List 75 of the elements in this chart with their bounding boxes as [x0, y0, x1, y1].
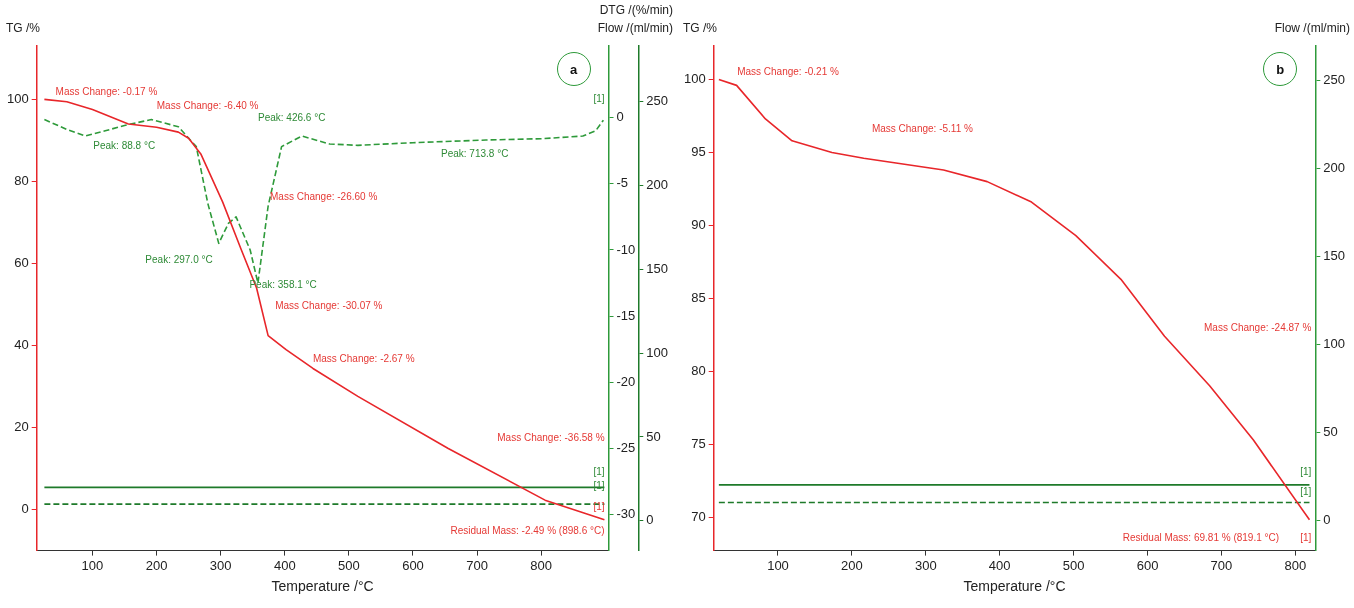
y3-tick-label: 100 — [646, 344, 669, 360]
x-tick-label: 200 — [145, 557, 168, 573]
x-tick-label: 500 — [338, 557, 360, 573]
y3-tick-label: 250 — [646, 92, 669, 108]
y2-tick-label: 0 — [616, 109, 624, 125]
annotation: [1] — [1300, 466, 1312, 478]
y3-axis-title: Flow /(ml/min) — [597, 21, 673, 35]
x-tick-label: 700 — [466, 557, 488, 573]
annotation: Peak: 713.8 °C — [440, 148, 509, 160]
y2-tick-label: -20 — [616, 373, 636, 389]
annotation: Residual Mass: -2.49 % (898.6 °C) — [450, 525, 605, 537]
annotation: Mass Change: -36.58 % — [497, 432, 605, 444]
annotation: Mass Change: -2.67 % — [312, 352, 415, 364]
y-tick-label: 90 — [691, 216, 706, 232]
annotation: [1] — [593, 92, 605, 104]
x-tick-label: 500 — [1062, 557, 1085, 573]
y-tick-label: 75 — [691, 435, 706, 451]
y-tick-label: 80 — [14, 172, 29, 188]
x-tick-label: 300 — [209, 557, 232, 573]
annotation: Peak: 297.0 °C — [145, 254, 213, 266]
y-tick-label: 100 — [683, 71, 706, 87]
y3-tick-label: 150 — [646, 260, 669, 276]
annotation: [1] — [1300, 486, 1312, 498]
y3-tick-label: 0 — [646, 512, 654, 528]
y-tick-label: 85 — [691, 289, 706, 305]
y2-tick-label: 0 — [1323, 511, 1331, 527]
x-tick-label: 100 — [81, 557, 104, 573]
annotation: Mass Change: -6.40 % — [156, 100, 259, 112]
y-tick-label: 0 — [21, 501, 29, 517]
y3-tick-label: 50 — [646, 428, 661, 444]
y-tick-label: 20 — [14, 419, 29, 435]
y2-axis-title: DTG /(%/min) — [599, 3, 673, 17]
annotation: Mass Change: -0.21 % — [737, 65, 839, 77]
y-axis-title: TG /% — [6, 21, 41, 35]
x-tick-label: 700 — [1210, 557, 1233, 573]
annotation: Residual Mass: 69.81 % (819.1 °C) — [1122, 531, 1280, 543]
y-axis-title: TG /% — [683, 21, 718, 35]
x-tick-label: 300 — [914, 557, 937, 573]
y-tick-label: 100 — [6, 90, 29, 106]
annotation: Mass Change: -30.07 % — [275, 299, 383, 311]
annotation: Peak: 426.6 °C — [257, 111, 326, 123]
y2-tick-label: -15 — [616, 307, 636, 323]
y-tick-label: 70 — [691, 508, 706, 524]
y-tick-label: 60 — [14, 255, 29, 271]
y2-tick-label: 100 — [1323, 335, 1346, 351]
y2-tick-label: -30 — [616, 506, 636, 522]
y2-tick-label: -5 — [616, 175, 629, 191]
annotation: Mass Change: -24.87 % — [1204, 322, 1312, 334]
y2-tick-label: -25 — [616, 440, 636, 456]
x-axis-title: Temperature /°C — [963, 578, 1066, 595]
annotation: [1] — [593, 466, 605, 478]
x-tick-label: 100 — [767, 557, 789, 573]
y2-tick-label: 250 — [1323, 72, 1346, 88]
x-tick-label: 800 — [530, 557, 553, 573]
annotation: Mass Change: -26.60 % — [270, 191, 378, 203]
x-axis-title: Temperature /°C — [271, 578, 374, 595]
y-tick-label: 95 — [691, 144, 706, 160]
y2-axis-title: Flow /(ml/min) — [1274, 21, 1350, 35]
y3-tick-label: 200 — [646, 176, 669, 192]
annotation: [1] — [1300, 531, 1312, 543]
x-tick-label: 600 — [1136, 557, 1159, 573]
x-tick-label: 800 — [1284, 557, 1307, 573]
y-tick-label: 40 — [14, 337, 29, 353]
annotation: Mass Change: -5.11 % — [871, 123, 973, 135]
y2-tick-label: 50 — [1323, 423, 1338, 439]
x-tick-label: 200 — [841, 557, 863, 573]
y2-tick-label: -10 — [616, 241, 636, 257]
y-tick-label: 80 — [691, 362, 706, 378]
annotation: Peak: 88.8 °C — [93, 139, 156, 151]
x-tick-label: 600 — [402, 557, 424, 573]
y2-tick-label: 200 — [1323, 159, 1346, 175]
y2-tick-label: 150 — [1323, 247, 1346, 263]
x-tick-label: 400 — [988, 557, 1011, 573]
x-tick-label: 400 — [273, 557, 296, 573]
annotation: Mass Change: -0.17 % — [55, 86, 158, 98]
